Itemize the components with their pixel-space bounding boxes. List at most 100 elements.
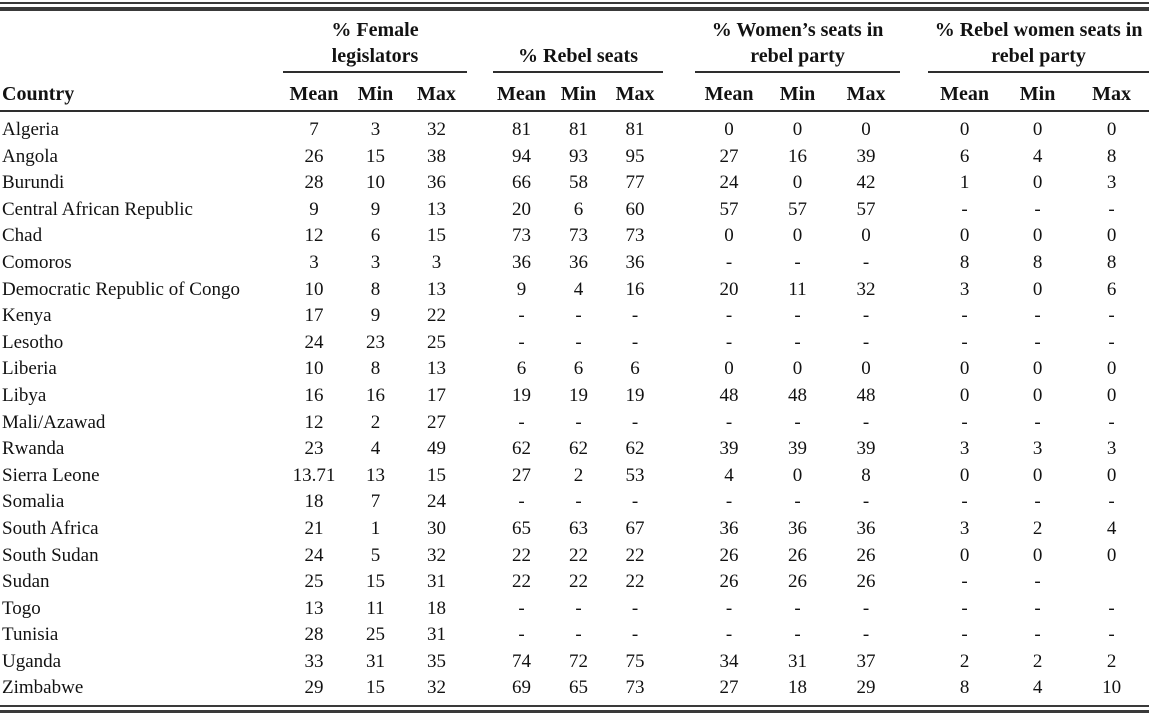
value-cell: 34 — [719, 650, 739, 672]
value-cell: 11 — [788, 278, 807, 300]
value-cell: 48 — [719, 384, 739, 406]
country-cell: Chad — [2, 225, 43, 247]
column-gap — [663, 569, 695, 596]
value-cell: - — [1034, 571, 1041, 593]
value-cell: 31 — [788, 650, 808, 672]
value-cell: - — [1108, 597, 1115, 619]
value-cell: 0 — [861, 225, 871, 247]
column-gap — [467, 516, 493, 543]
column-gap — [900, 675, 928, 702]
value-cell: 57 — [788, 198, 808, 220]
value-cell: 60 — [625, 198, 645, 220]
value-cell: 18 — [788, 677, 808, 699]
value-cell: 0 — [1106, 225, 1117, 247]
value-cell: 20 — [512, 198, 531, 220]
column-gap — [467, 330, 493, 357]
value-cell: 19 — [569, 384, 588, 406]
value-cell: 0 — [792, 464, 803, 486]
value-cell: 0 — [1032, 544, 1043, 566]
value-cell: 0 — [1032, 225, 1043, 247]
value-cell: 3 — [309, 251, 319, 273]
column-gap — [900, 649, 928, 676]
value-cell: 22 — [569, 544, 588, 566]
value-cell: - — [575, 411, 582, 433]
value-cell: 20 — [719, 278, 739, 300]
value-cell: 1 — [959, 172, 970, 194]
value-cell: 0 — [1032, 278, 1043, 300]
column-gap — [900, 277, 928, 304]
value-cell: 36 — [427, 172, 446, 194]
value-cell: 5 — [370, 544, 381, 566]
country-cell: Libya — [2, 384, 47, 406]
column-gap — [663, 489, 695, 516]
column-gap — [467, 383, 493, 410]
value-cell: 36 — [569, 251, 588, 273]
value-cell: 0 — [1032, 172, 1043, 194]
country-cell: Algeria — [2, 119, 59, 140]
column-gap — [663, 303, 695, 330]
value-cell: 0 — [959, 384, 970, 406]
value-cell: 24 — [427, 491, 446, 513]
value-cell: 73 — [625, 225, 645, 247]
value-cell: 15 — [427, 225, 446, 247]
subheader-max: Max — [607, 72, 664, 112]
value-cell: 25 — [427, 331, 446, 353]
column-gap — [900, 410, 928, 437]
value-cell: - — [961, 198, 968, 220]
group-header-rebel-seats: % Rebel seats — [493, 11, 664, 73]
value-cell: 19 — [512, 384, 531, 406]
column-gap — [663, 436, 695, 463]
value-cell: 0 — [959, 544, 970, 566]
column-gap — [900, 463, 928, 490]
value-cell: - — [862, 624, 870, 646]
value-cell: 9 — [516, 278, 527, 300]
country-cell: Uganda — [2, 650, 62, 672]
value-cell: - — [794, 597, 801, 619]
value-cell: 9 — [370, 198, 381, 220]
table-row: Sierra Leone 13.71 13 15 27 2 53 4 0 8 0 0 0 — [0, 463, 1149, 490]
value-cell: - — [631, 624, 639, 646]
column-gap — [900, 622, 928, 649]
value-cell: 16 — [625, 278, 645, 300]
table-row: Sudan 25 15 31 22 22 22 26 26 26 - - — [0, 569, 1149, 596]
value-cell: - — [794, 305, 801, 327]
value-cell: 73 — [512, 225, 531, 247]
country-cell: Sierra Leone — [2, 464, 100, 486]
value-cell: 0 — [1106, 119, 1117, 140]
value-cell: - — [961, 491, 968, 513]
value-cell: 0 — [792, 119, 803, 140]
value-cell: 6 — [959, 145, 970, 167]
value-cell: 22 — [512, 544, 531, 566]
country-cell: Togo — [2, 597, 41, 619]
value-cell: 25 — [366, 624, 385, 646]
value-cell: - — [725, 305, 733, 327]
column-gap — [467, 622, 493, 649]
column-gap — [467, 489, 493, 516]
value-cell: 2 — [573, 464, 584, 486]
value-cell: 81 — [625, 119, 645, 140]
value-cell: 10 — [366, 172, 385, 194]
value-cell: 22 — [625, 571, 645, 593]
value-cell: - — [631, 597, 639, 619]
value-cell: 0 — [1106, 358, 1117, 380]
value-cell: - — [518, 491, 525, 513]
value-cell: - — [725, 624, 733, 646]
value-cell: 7 — [309, 119, 319, 140]
value-cell: 94 — [512, 145, 531, 167]
value-cell: 8 — [1032, 251, 1043, 273]
value-cell: 9 — [370, 305, 381, 327]
value-cell — [1074, 569, 1149, 596]
subheader-min: Min — [1001, 72, 1075, 112]
value-cell: 0 — [1032, 464, 1043, 486]
subheader-min: Min — [763, 72, 833, 112]
value-cell: - — [1034, 624, 1041, 646]
column-gap — [663, 649, 695, 676]
value-cell: 26 — [788, 544, 808, 566]
value-cell: - — [862, 411, 870, 433]
value-cell: 26 — [719, 544, 739, 566]
value-cell: - — [1108, 331, 1115, 353]
value-cell: 42 — [856, 172, 876, 194]
table-row: Tunisia 28 25 31 - - - - - - - - - — [0, 622, 1149, 649]
value-cell: 73 — [569, 225, 588, 247]
